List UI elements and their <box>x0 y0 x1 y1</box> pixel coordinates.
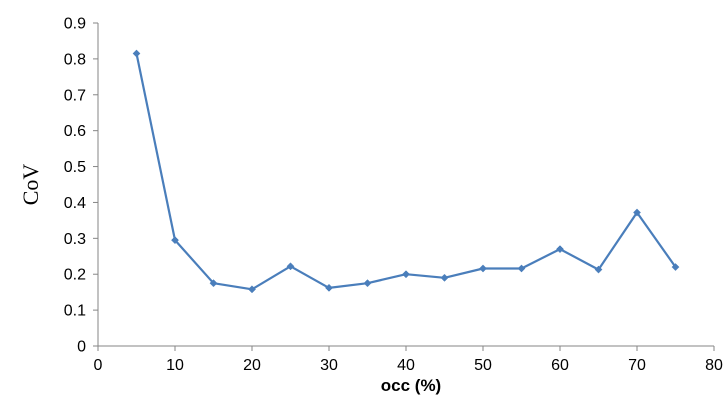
data-point <box>671 263 680 271</box>
y-tick-label: 0 <box>77 339 86 356</box>
data-point <box>440 273 449 282</box>
y-tick-label: 0.3 <box>64 231 86 248</box>
data-point <box>633 208 641 217</box>
data-point <box>286 262 295 271</box>
data-point <box>402 270 410 279</box>
data-point <box>325 283 333 292</box>
y-tick-label: 0.5 <box>64 159 86 176</box>
x-tick-label: 40 <box>397 357 415 374</box>
data-point <box>171 236 179 245</box>
x-tick-label: 30 <box>320 357 338 374</box>
series-line <box>135 53 677 291</box>
data-point <box>209 279 218 288</box>
data-point <box>132 49 141 58</box>
y-axis-ticks: 0 0.1 0.2 0.3 0.4 0.5 0.6 0.7 0.8 0.9 <box>64 16 98 356</box>
x-axis-ticks: 0 10 20 30 40 50 60 70 80 <box>94 346 723 374</box>
x-tick-label: 70 <box>628 357 646 374</box>
y-axis-title: CoV <box>18 164 43 206</box>
data-point <box>517 264 526 273</box>
y-tick-label: 0.1 <box>64 303 86 320</box>
data-point <box>248 285 256 294</box>
x-tick-label: 20 <box>243 357 261 374</box>
y-tick-label: 0.9 <box>64 16 86 33</box>
data-point <box>479 264 487 273</box>
x-tick-label: 0 <box>94 357 103 374</box>
x-axis-title: occ (%) <box>381 376 441 395</box>
y-tick-label: 0.6 <box>64 123 86 140</box>
data-point <box>594 265 603 274</box>
y-tick-label: 0.8 <box>64 51 86 68</box>
axes <box>97 23 714 347</box>
y-tick-label: 0.4 <box>64 195 86 212</box>
x-tick-label: 60 <box>551 357 569 374</box>
x-tick-label: 10 <box>166 357 184 374</box>
y-tick-label: 0.2 <box>64 267 86 284</box>
data-point <box>363 279 372 288</box>
x-tick-label: 50 <box>474 357 492 374</box>
data-point <box>556 245 564 254</box>
x-tick-label: 80 <box>705 357 723 374</box>
series-group <box>132 49 680 294</box>
y-tick-label: 0.7 <box>64 87 86 104</box>
